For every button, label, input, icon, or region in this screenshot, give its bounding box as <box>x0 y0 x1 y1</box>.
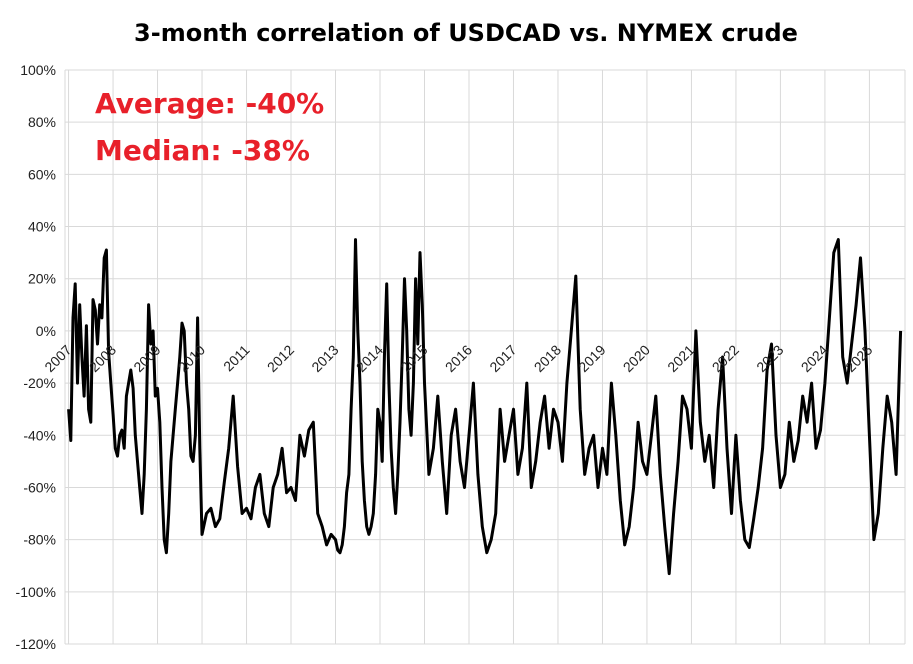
y-tick-label: -60% <box>23 479 56 495</box>
y-tick-label: -120% <box>16 636 56 652</box>
y-tick-label: 100% <box>20 62 56 78</box>
annotation-average: Average: -40% <box>95 87 324 120</box>
y-tick-label: 80% <box>28 114 56 130</box>
series-line <box>67 238 903 576</box>
y-tick-label: -100% <box>16 584 56 600</box>
annotation-median: Median: -38% <box>95 134 310 167</box>
y-axis-ticks: 100% 80% 60% 40% 20% 0% -20% -40% -60% -80% -100% -… <box>16 62 56 652</box>
y-tick-label: -20% <box>23 375 56 391</box>
y-tick-label: -80% <box>23 532 56 548</box>
series-line-group <box>67 238 903 576</box>
y-tick-label: -40% <box>23 427 56 443</box>
y-tick-label: 0% <box>36 323 56 339</box>
y-tick-label: 20% <box>28 271 56 287</box>
y-tick-label: 40% <box>28 219 56 235</box>
y-tick-label: 60% <box>28 166 56 182</box>
chart-title: 3-month correlation of USDCAD vs. NYMEX … <box>134 19 798 47</box>
